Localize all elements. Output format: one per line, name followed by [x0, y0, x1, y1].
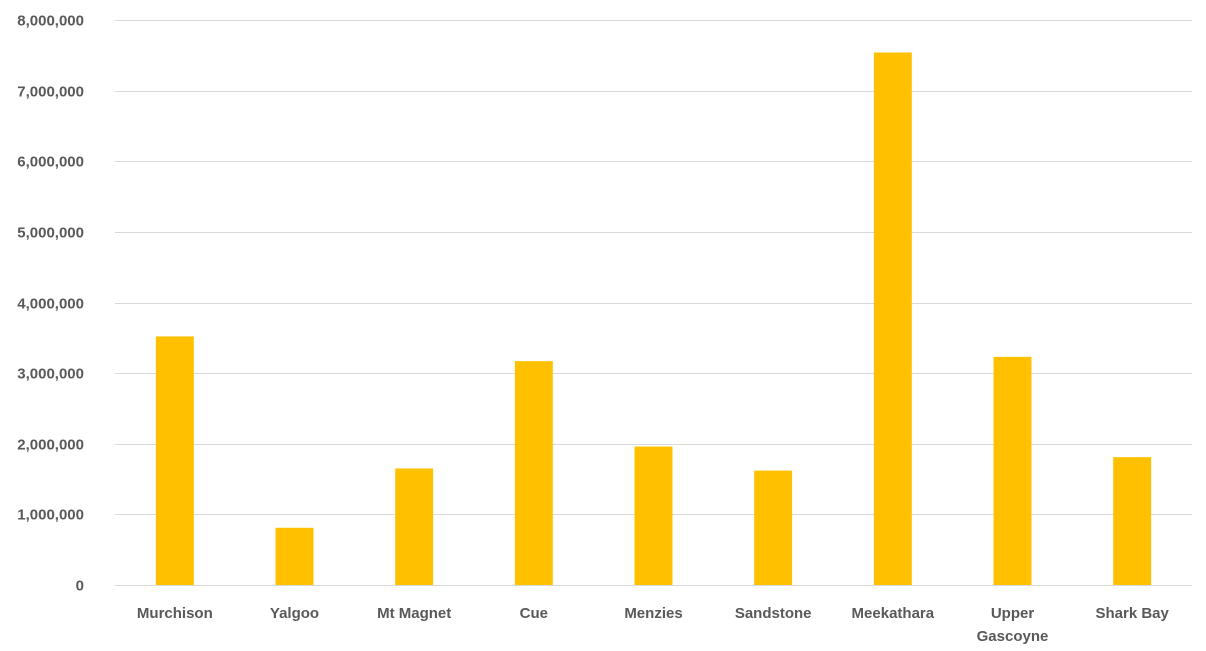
x-tick-label: Menzies — [624, 605, 682, 622]
bar-murchison — [155, 336, 194, 585]
x-tick-label: Murchison — [137, 605, 213, 622]
y-tick-label: 6,000,000 — [17, 154, 84, 171]
x-tick-label: Yalgoo — [270, 605, 319, 622]
x-tick-label-line: Gascoyne — [977, 628, 1049, 645]
x-tick-label-line: Meekathara — [852, 605, 935, 622]
bar-cue — [514, 361, 553, 585]
x-tick-label-line: Mt Magnet — [377, 605, 451, 622]
bars — [155, 52, 1152, 586]
x-tick-label-line: Upper — [991, 605, 1035, 622]
y-tick-label: 3,000,000 — [17, 366, 84, 383]
x-tick-label-line: Murchison — [137, 605, 213, 622]
bar-sandstone — [754, 470, 793, 585]
bar-shark-bay — [1113, 457, 1152, 585]
x-axis-category-labels: Murchison Yalgoo Mt Magnet Cue Menzies Sandst… — [137, 605, 1170, 645]
x-tick-label: Cue — [520, 605, 548, 622]
y-tick-label: 7,000,000 — [17, 84, 84, 101]
bar-meekathara — [873, 52, 912, 586]
y-tick-label: 0 — [76, 578, 84, 595]
x-tick-label: Sandstone — [735, 605, 812, 622]
x-tick-label: Meekathara — [852, 605, 935, 622]
gridlines — [115, 20, 1192, 515]
x-tick-label-line: Shark Bay — [1095, 605, 1169, 622]
bar-yalgoo — [275, 527, 314, 585]
bar-menzies — [634, 446, 673, 585]
y-tick-label: 1,000,000 — [17, 507, 84, 524]
x-tick-label: Shark Bay — [1095, 605, 1169, 622]
y-tick-label: 8,000,000 — [17, 13, 84, 30]
x-tick-label-line: Menzies — [624, 605, 682, 622]
y-axis-tick-labels: 0 1,000,000 2,000,000 3,000,000 4,000,000 5,0… — [17, 13, 84, 595]
x-tick-label-line: Cue — [520, 605, 548, 622]
x-tick-label: Upper Gascoyne — [977, 605, 1049, 645]
x-tick-label-line: Yalgoo — [270, 605, 319, 622]
bar-upper-gascoyne — [993, 356, 1032, 585]
y-tick-label: 5,000,000 — [17, 225, 84, 242]
bar-mt-magnet — [395, 468, 434, 585]
y-tick-label: 4,000,000 — [17, 296, 84, 313]
x-tick-label-line: Sandstone — [735, 605, 812, 622]
x-tick-label: Mt Magnet — [377, 605, 451, 622]
y-tick-label: 2,000,000 — [17, 437, 84, 454]
